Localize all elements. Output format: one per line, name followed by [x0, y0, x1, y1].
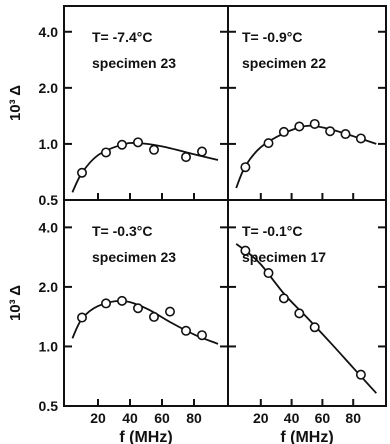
temperature-annotation: T= -7.4°C [92, 29, 152, 45]
y-axis-label: 10³ Δ [7, 285, 24, 321]
x-tick-label: 40 [284, 410, 300, 426]
panel-frame [227, 199, 387, 407]
y-tick-label: 2.0 [39, 279, 59, 295]
data-point [165, 306, 176, 317]
y-tick-label: 2.0 [39, 80, 59, 96]
data-point [117, 295, 128, 306]
data-point [294, 308, 305, 319]
data-point [133, 303, 144, 314]
panel-1: 4.0 2.0 1.0 0.5 10³ Δ T= -7.4°C specimen 23 [7, 5, 229, 208]
temperature-annotation: T= -0.3°C [92, 223, 152, 239]
temperature-annotation: T= -0.1°C [242, 223, 302, 239]
y-tick-label: 4.0 [39, 24, 59, 40]
fit-curve [71, 299, 219, 345]
specimen-annotation: specimen 23 [92, 55, 176, 71]
temperature-annotation: T= -0.9°C [242, 29, 302, 45]
data-point [240, 162, 251, 173]
x-tick-label: 80 [186, 410, 202, 426]
x-axis-label: f (MHz) [280, 429, 333, 444]
data-point [355, 369, 366, 380]
x-tick-label: 80 [345, 410, 361, 426]
data-point [263, 268, 274, 279]
panel-2: T= -0.9°C specimen 22 [227, 5, 387, 201]
data-point [197, 330, 208, 341]
data-point [149, 311, 160, 322]
y-axis-label: 10³ Δ [7, 85, 24, 121]
data-point [101, 298, 112, 309]
data-point [181, 152, 192, 163]
data-point [117, 139, 128, 150]
data-point [325, 126, 336, 137]
data-point [309, 322, 320, 333]
chart-panels: 4.0 2.0 1.0 0.5 10³ Δ T= -7.4°C specimen 23 T= … [7, 5, 387, 444]
fit-curve [235, 124, 377, 189]
y-tick-label: 0.5 [39, 192, 59, 208]
data-point [355, 133, 366, 144]
x-tick-label: 20 [253, 410, 269, 426]
data-point [77, 312, 88, 323]
x-tick-label: 40 [122, 410, 138, 426]
specimen-annotation: specimen 22 [242, 55, 326, 71]
x-tick-label: 20 [90, 410, 106, 426]
data-point [340, 129, 351, 140]
data-point [197, 146, 208, 157]
data-point [133, 137, 144, 148]
panel-3: 4.0 2.0 1.0 0.5 20 40 60 80 10³ Δ f (MHz) T= -0.3°… [7, 199, 229, 444]
data-point [77, 167, 88, 178]
y-tick-label: 0.5 [39, 398, 59, 414]
fit-curve [235, 243, 377, 394]
data-point [309, 118, 320, 129]
data-point [263, 138, 274, 149]
y-tick-label: 1.0 [39, 136, 59, 152]
data-point [240, 245, 251, 256]
data-point [294, 121, 305, 132]
fit-curve [71, 142, 219, 193]
y-tick-label: 1.0 [39, 338, 59, 354]
specimen-annotation: specimen 17 [242, 249, 326, 265]
panel-4: 20 40 60 80 f (MHz) T= -0.1°C specimen 17 [227, 199, 387, 444]
specimen-annotation: specimen 23 [92, 249, 176, 265]
data-point [101, 147, 112, 158]
x-tick-label: 60 [315, 410, 331, 426]
data-point [181, 325, 192, 336]
x-axis-label: f (MHz) [119, 429, 172, 444]
data-point [278, 126, 289, 137]
y-tick-label: 4.0 [39, 219, 59, 235]
data-point [278, 293, 289, 304]
data-point [149, 144, 160, 155]
x-tick-label: 60 [154, 410, 170, 426]
